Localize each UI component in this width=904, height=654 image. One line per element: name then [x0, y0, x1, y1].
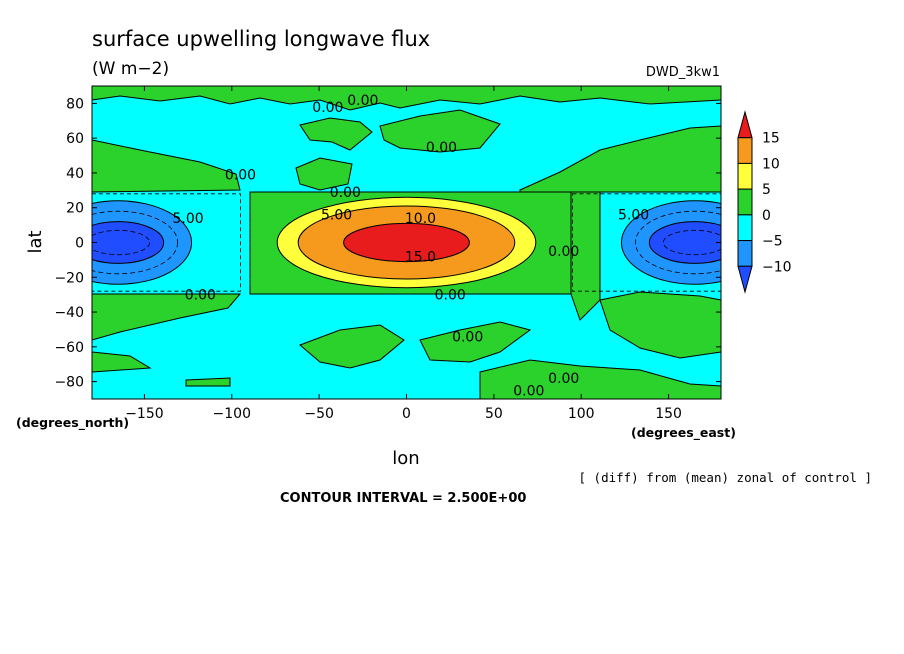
land-region-5: [295, 157, 353, 191]
y-tick-label: 0: [75, 236, 84, 252]
x-tick-label: 150: [655, 406, 682, 422]
land-region-1: [92, 86, 721, 111]
diff-note: [ (diff) from (mean) zonal of control ]: [579, 470, 873, 485]
land-region-9: [92, 293, 242, 341]
colorbar-label: −5: [762, 234, 783, 250]
plot-area: 0.00 0.000.000.000.005.00 10.015.05.00 5.00…: [92, 86, 721, 399]
contour-label: 15.0: [405, 249, 436, 265]
land-region-12: [599, 291, 721, 359]
y-tick-label: 80: [66, 96, 84, 112]
y-tick-label: −80: [54, 375, 84, 391]
contour-labels-layer: 0.00 0.000.000.000.005.00 10.015.05.00 5.00…: [173, 93, 650, 399]
y-tick-label: −40: [54, 305, 84, 321]
colorbar-swatch: [737, 162, 753, 190]
cold-contour-2-1: [635, 210, 721, 275]
x-tick-label: 50: [485, 406, 503, 422]
y-tick-label: 60: [66, 131, 84, 147]
cold-band-west-10: [92, 221, 165, 264]
contour-label: 0.00: [548, 371, 579, 387]
cold-contour-1-1: [92, 210, 178, 275]
contour-interval: CONTOUR INTERVAL = 2.500E+00: [280, 491, 526, 506]
cold-zone-outline-1: [92, 193, 241, 292]
land-region-13: [479, 359, 721, 399]
contour-label: 10.0: [405, 211, 436, 227]
colorbar-top-arrow: [737, 110, 753, 139]
colorbar-label: 10: [762, 156, 780, 172]
cold-band-east-10: [648, 221, 721, 264]
y-axis-label: lat: [25, 230, 46, 253]
warm-band-15: [343, 222, 470, 263]
land-region-3: [379, 109, 501, 153]
land-region-10: [299, 324, 405, 369]
colorbar-label: 15: [762, 131, 780, 147]
colorbar-swatch: [737, 240, 753, 267]
contour-label: 0.00: [330, 185, 361, 201]
x-axis-units: (degrees_east): [631, 425, 736, 441]
y-axis-units: (degrees_north): [16, 415, 129, 431]
x-tick-label: −100: [213, 406, 251, 422]
colorbar-swatch: [737, 214, 753, 242]
contour-label: 5.00: [173, 211, 204, 227]
colorbar-bottom-arrow: [737, 265, 753, 294]
colorbar-label: 5: [762, 182, 771, 198]
y-tick-label: 40: [66, 166, 84, 182]
contour-label: 0.00: [513, 383, 544, 399]
contour-label: 0.00: [185, 288, 216, 304]
x-axis-label: lon: [392, 448, 419, 469]
colorbar-swatch: [737, 188, 753, 216]
contour-label: 0.00: [347, 93, 378, 109]
axes: −150 −100 −50 0 50 100 150 80 60 40 20 0 −20 −40 −60 −8…: [54, 86, 721, 422]
cold-contour-1-2: [92, 229, 151, 256]
contour-label: 0.00: [312, 100, 343, 116]
x-tick-label: 100: [568, 406, 595, 422]
contour-label: 0.00: [452, 329, 483, 345]
cold-contour-2-2: [662, 229, 721, 256]
land-region-4: [92, 139, 241, 193]
anomaly-bands-layer: [92, 193, 721, 292]
chart-units: (W m−2): [92, 59, 169, 79]
x-tick-label: 0: [402, 406, 411, 422]
colorbar: 15 10 5 0 −5 −10: [737, 110, 792, 294]
colorbar-label: −10: [762, 259, 792, 275]
contour-label: 0.00: [426, 140, 457, 156]
chart-title: surface upwelling longwave flux: [92, 27, 430, 51]
contour-label: 5.00: [321, 208, 352, 224]
colorbar-label: 0: [762, 208, 771, 224]
colorbar-swatch: [737, 137, 753, 164]
contour-label: 0.00: [435, 288, 466, 304]
land-region-14: [185, 377, 231, 387]
y-tick-label: 20: [66, 201, 84, 217]
land-region-15: [92, 351, 152, 373]
y-tick-label: −20: [54, 270, 84, 286]
contour-label: 5.00: [618, 208, 649, 224]
y-tick-label: −60: [54, 340, 84, 356]
land-region-8: [570, 191, 601, 321]
land-region-2: [299, 117, 373, 151]
model-name: DWD_3kw1: [646, 65, 720, 80]
x-tick-label: −50: [304, 406, 334, 422]
x-tick-label: −150: [125, 406, 163, 422]
land-region-11: [419, 321, 532, 363]
contour-label: 0.00: [225, 168, 256, 184]
contour-label: 0.00: [548, 244, 579, 260]
